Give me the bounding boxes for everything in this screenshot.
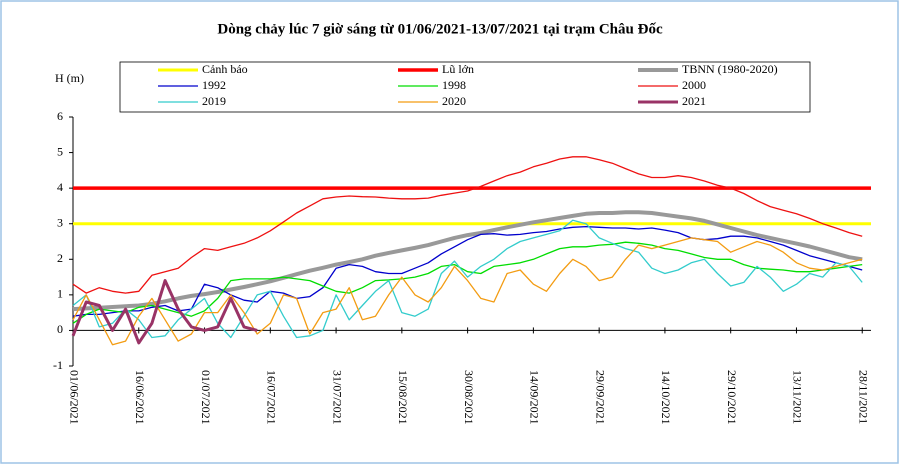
series-line	[72, 210, 863, 312]
x-tick-label: 28/11/2021	[856, 370, 870, 424]
x-tick-label: 01/06/2021	[67, 370, 81, 425]
chart-title: Dòng chảy lúc 7 giờ sáng từ 01/06/2021-1…	[217, 21, 663, 37]
legend-label: 2021	[682, 94, 706, 108]
legend-label: 1998	[442, 78, 466, 92]
y-tick-label: 3	[57, 215, 63, 229]
series-line	[72, 156, 863, 294]
x-tick-label: 01/07/2021	[199, 370, 213, 425]
y-tick-label: 0	[57, 322, 63, 336]
legend-label: Cảnh báo	[202, 62, 248, 76]
series-line	[72, 219, 863, 339]
series-line	[72, 241, 863, 324]
y-tick-label: 1	[57, 287, 63, 301]
x-tick-label: 16/06/2021	[133, 370, 147, 425]
legend-label: Lũ lớn	[442, 62, 474, 76]
x-tick-label: 31/07/2021	[330, 370, 344, 425]
series-line	[72, 237, 863, 346]
y-axis-label: H (m)	[55, 71, 84, 85]
x-tick-label: 16/07/2021	[265, 370, 279, 425]
x-tick-label: 13/11/2021	[791, 370, 805, 424]
x-tick-label: 14/09/2021	[528, 370, 542, 425]
y-tick-label: 2	[57, 251, 63, 265]
legend-label: TBNN (1980-2020)	[682, 62, 778, 76]
legend-label: 2020	[442, 94, 466, 108]
series-line	[72, 225, 863, 317]
legend-label: 1992	[202, 78, 226, 92]
y-tick-label: 6	[57, 109, 63, 123]
x-tick-label: 29/10/2021	[725, 370, 739, 425]
y-tick-label: -1	[53, 358, 63, 372]
y-tick-label: 4	[57, 180, 63, 194]
legend-label: 2000	[682, 78, 706, 92]
legend	[119, 61, 811, 113]
y-tick-label: 5	[57, 144, 63, 158]
x-tick-label: 30/08/2021	[462, 370, 476, 425]
legend-label: 2019	[202, 94, 226, 108]
x-tick-label: 14/10/2021	[659, 370, 673, 425]
series-line	[71, 279, 258, 345]
x-tick-label: 15/08/2021	[396, 370, 410, 425]
x-tick-label: 29/09/2021	[593, 370, 607, 425]
